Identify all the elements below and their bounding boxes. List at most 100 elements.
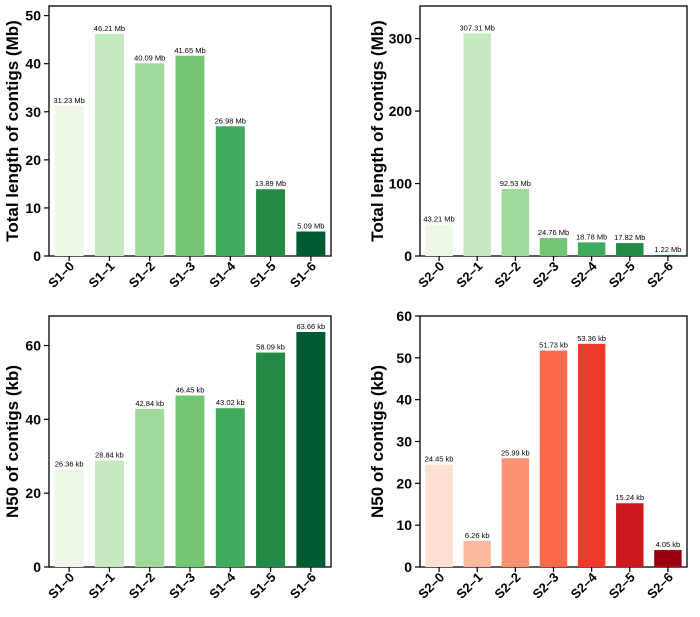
y-tick-label: 0 bbox=[404, 559, 412, 575]
x-tick-label: S1–5 bbox=[247, 570, 279, 602]
bar bbox=[539, 350, 568, 567]
bar bbox=[215, 408, 245, 567]
x-tick-label: S2–1 bbox=[453, 259, 485, 291]
data-label: 5.09 Mb bbox=[297, 222, 324, 231]
data-label: 307.31 Mb bbox=[459, 23, 494, 32]
bar bbox=[654, 255, 682, 256]
data-label: 17.82 Mb bbox=[614, 233, 645, 242]
bar bbox=[215, 126, 245, 257]
bar bbox=[463, 540, 491, 567]
data-label: 41.65 Mb bbox=[174, 46, 205, 55]
x-tick-label: S2–3 bbox=[530, 259, 562, 291]
bar bbox=[296, 332, 326, 567]
x-tick-label: S1–2 bbox=[126, 259, 158, 291]
data-label: 46.45 kb bbox=[176, 386, 205, 395]
data-label: 92.53 Mb bbox=[500, 179, 531, 188]
y-tick-label: 100 bbox=[389, 176, 413, 192]
bar bbox=[425, 464, 453, 567]
bar bbox=[256, 352, 286, 567]
bar bbox=[654, 550, 682, 567]
bar bbox=[54, 105, 84, 256]
bar bbox=[94, 460, 124, 567]
y-axis-label: Total length of contigs (Mb) bbox=[368, 20, 387, 242]
x-tick-label: S1–4 bbox=[206, 258, 239, 291]
x-tick-label: S1–2 bbox=[126, 570, 158, 602]
data-label: 40.09 Mb bbox=[134, 53, 165, 62]
bar bbox=[501, 188, 530, 256]
x-tick-label: S2–0 bbox=[415, 259, 447, 291]
x-tick-label: S2–4 bbox=[568, 569, 601, 602]
data-label: 42.84 kb bbox=[135, 399, 164, 408]
x-tick-label: S2–5 bbox=[606, 259, 638, 291]
data-label: 13.89 Mb bbox=[255, 179, 286, 188]
y-axis-label: Total length of contigs (Mb) bbox=[3, 20, 22, 242]
x-tick-label: S2–2 bbox=[491, 570, 523, 602]
bar bbox=[296, 231, 326, 256]
x-tick-label: S2–1 bbox=[453, 570, 485, 602]
bar bbox=[94, 33, 124, 256]
x-tick-label: S2–3 bbox=[530, 570, 562, 602]
x-tick-label: S1–1 bbox=[85, 570, 117, 602]
y-axis-label: N50 of contigs (kb) bbox=[368, 365, 387, 518]
y-tick-label: 200 bbox=[389, 103, 413, 119]
data-label: 43.21 Mb bbox=[423, 215, 454, 224]
bar bbox=[175, 55, 205, 257]
y-tick-label: 0 bbox=[33, 559, 41, 575]
y-tick-label: 50 bbox=[396, 350, 412, 366]
bar bbox=[577, 343, 606, 567]
y-tick-label: 50 bbox=[25, 8, 41, 24]
data-label: 15.24 kb bbox=[615, 493, 644, 502]
y-tick-label: 30 bbox=[396, 434, 412, 450]
bar bbox=[135, 408, 165, 567]
bar bbox=[135, 63, 165, 257]
data-label: 6.26 kb bbox=[465, 531, 490, 540]
data-label: 1.22 Mb bbox=[654, 245, 681, 254]
data-label: 26.36 kb bbox=[55, 460, 84, 469]
x-tick-label: S2–5 bbox=[606, 570, 638, 602]
data-label: 53.36 kb bbox=[577, 334, 606, 343]
data-label: 31.23 Mb bbox=[54, 96, 85, 105]
data-label: 43.02 kb bbox=[216, 398, 245, 407]
data-label: 25.99 kb bbox=[501, 448, 530, 457]
y-tick-label: 60 bbox=[396, 308, 412, 324]
x-tick-label: S2–6 bbox=[644, 570, 676, 602]
bar bbox=[175, 395, 205, 567]
chart-panel-bottom-right: 0 10 20 30 40 50 60 N50 of contigs (kb) 24.45 kb… bbox=[368, 308, 688, 602]
bar bbox=[539, 238, 568, 256]
x-tick-label: S1–1 bbox=[85, 259, 117, 291]
x-tick-label: S1–5 bbox=[247, 259, 279, 291]
y-tick-label: 60 bbox=[25, 338, 41, 354]
y-tick-label: 40 bbox=[25, 411, 41, 427]
bar bbox=[463, 33, 491, 256]
x-tick-label: S1–3 bbox=[166, 570, 198, 602]
x-tick-label: S1–0 bbox=[45, 570, 77, 602]
data-label: 63.66 kb bbox=[296, 322, 325, 331]
bar bbox=[616, 243, 644, 256]
y-tick-label: 0 bbox=[33, 248, 41, 264]
bar bbox=[501, 458, 530, 567]
data-label: 46.21 Mb bbox=[94, 24, 125, 33]
x-tick-label: S1–6 bbox=[287, 259, 319, 291]
x-tick-label: S2–6 bbox=[644, 259, 676, 291]
y-tick-label: 10 bbox=[25, 200, 41, 216]
data-label: 26.98 Mb bbox=[215, 116, 246, 125]
data-label: 51.73 kb bbox=[539, 341, 568, 350]
y-axis-label: N50 of contigs (kb) bbox=[3, 365, 22, 518]
y-tick-label: 300 bbox=[389, 31, 413, 47]
data-label: 28.84 kb bbox=[95, 451, 124, 460]
y-tick-label: 20 bbox=[25, 485, 41, 501]
y-tick-label: 20 bbox=[25, 152, 41, 168]
bar bbox=[425, 224, 453, 256]
bar bbox=[256, 189, 286, 256]
y-tick-label: 30 bbox=[25, 104, 41, 120]
y-tick-label: 10 bbox=[396, 517, 412, 533]
x-tick-label: S1–3 bbox=[166, 259, 198, 291]
data-label: 18.78 Mb bbox=[576, 232, 607, 241]
x-tick-label: S2–4 bbox=[568, 258, 601, 291]
y-tick-label: 40 bbox=[25, 56, 41, 72]
x-tick-label: S1–0 bbox=[45, 259, 77, 291]
